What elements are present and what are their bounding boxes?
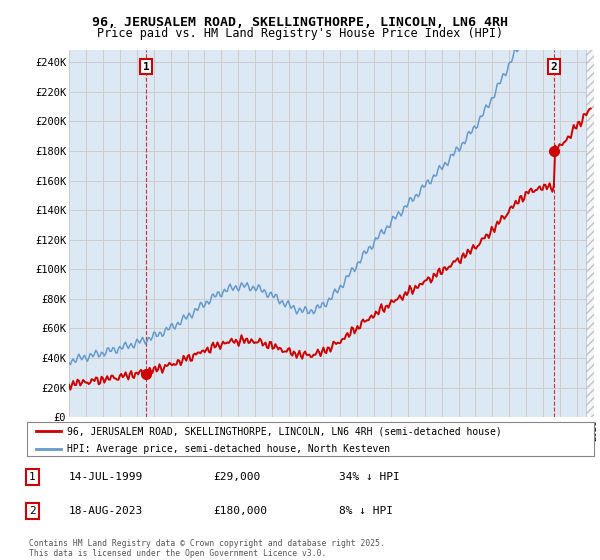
Text: 14-JUL-1999: 14-JUL-1999 [69, 472, 143, 482]
Text: 34% ↓ HPI: 34% ↓ HPI [339, 472, 400, 482]
Text: Contains HM Land Registry data © Crown copyright and database right 2025.
This d: Contains HM Land Registry data © Crown c… [29, 539, 385, 558]
Text: £29,000: £29,000 [213, 472, 260, 482]
Text: 18-AUG-2023: 18-AUG-2023 [69, 506, 143, 516]
Text: Price paid vs. HM Land Registry's House Price Index (HPI): Price paid vs. HM Land Registry's House … [97, 27, 503, 40]
Text: 1: 1 [143, 62, 149, 72]
Text: 1: 1 [29, 472, 35, 482]
Text: 8% ↓ HPI: 8% ↓ HPI [339, 506, 393, 516]
Text: £180,000: £180,000 [213, 506, 267, 516]
Text: 2: 2 [29, 506, 35, 516]
Polygon shape [586, 48, 594, 417]
Text: 96, JERUSALEM ROAD, SKELLINGTHORPE, LINCOLN, LN6 4RH (semi-detached house): 96, JERUSALEM ROAD, SKELLINGTHORPE, LINC… [67, 426, 502, 436]
Text: HPI: Average price, semi-detached house, North Kesteven: HPI: Average price, semi-detached house,… [67, 444, 390, 454]
Text: 96, JERUSALEM ROAD, SKELLINGTHORPE, LINCOLN, LN6 4RH: 96, JERUSALEM ROAD, SKELLINGTHORPE, LINC… [92, 16, 508, 29]
Text: 2: 2 [550, 62, 557, 72]
